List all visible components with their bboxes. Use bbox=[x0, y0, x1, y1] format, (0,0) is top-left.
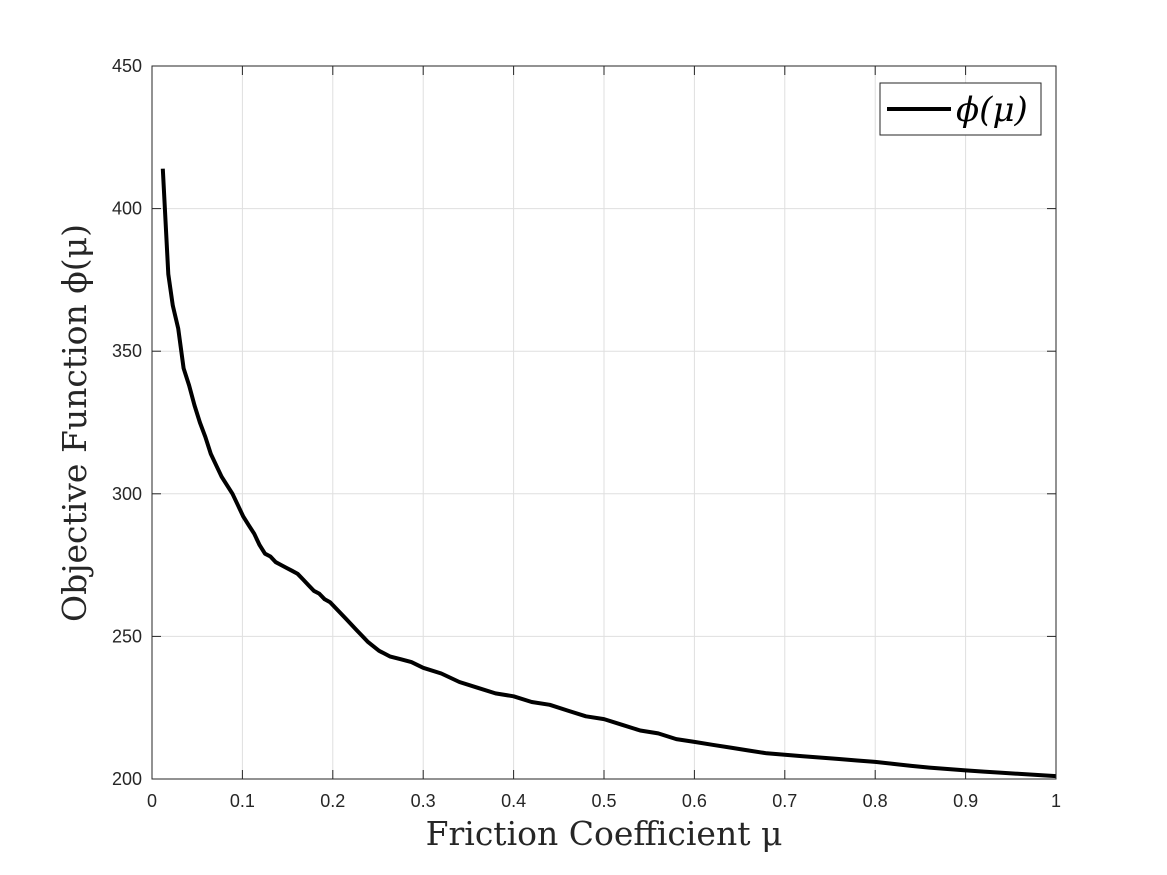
x-tick-label: 0.9 bbox=[953, 791, 978, 811]
grid-lines bbox=[152, 66, 1056, 779]
legend-label: ϕ(μ) bbox=[956, 90, 1028, 130]
y-tick-labels: 200 250 300 350 400 450 bbox=[112, 56, 142, 789]
series-layer bbox=[160, 168, 1057, 779]
x-tick-label: 0 bbox=[147, 791, 157, 811]
y-tick-label: 250 bbox=[112, 626, 142, 646]
legend: ϕ(μ) bbox=[879, 82, 1042, 136]
x-tick-label: 0.6 bbox=[682, 791, 707, 811]
x-tick-label: 0.8 bbox=[863, 791, 888, 811]
x-tick-label: 1 bbox=[1051, 791, 1061, 811]
series-line-0 bbox=[160, 168, 1057, 779]
x-tick-label: 0.4 bbox=[501, 791, 526, 811]
y-tick-label: 350 bbox=[112, 341, 142, 361]
x-tick-labels: 0 0.1 0.2 0.3 0.4 0.5 0.6 0.7 0.8 0.9 1 bbox=[147, 791, 1061, 811]
x-tick-label: 0.2 bbox=[320, 791, 345, 811]
y-axis-title: Objective Function ϕ(μ) bbox=[55, 224, 94, 622]
y-tick-label: 300 bbox=[112, 484, 142, 504]
x-axis-title: Friction Coefficient μ bbox=[426, 814, 783, 853]
x-tick-label: 0.1 bbox=[230, 791, 255, 811]
y-tick-label: 200 bbox=[112, 769, 142, 789]
y-tick-label: 450 bbox=[112, 56, 142, 76]
x-tick-label: 0.3 bbox=[411, 791, 436, 811]
plot-frame bbox=[151, 65, 1057, 780]
y-tick-label: 400 bbox=[112, 199, 142, 219]
x-tick-label: 0.7 bbox=[772, 791, 797, 811]
x-tick-label: 0.5 bbox=[591, 791, 616, 811]
